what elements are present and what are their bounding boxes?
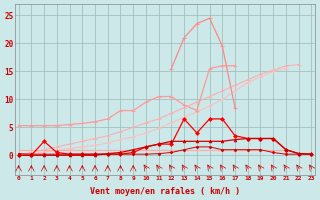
X-axis label: Vent moyen/en rafales ( km/h ): Vent moyen/en rafales ( km/h )	[90, 187, 240, 196]
